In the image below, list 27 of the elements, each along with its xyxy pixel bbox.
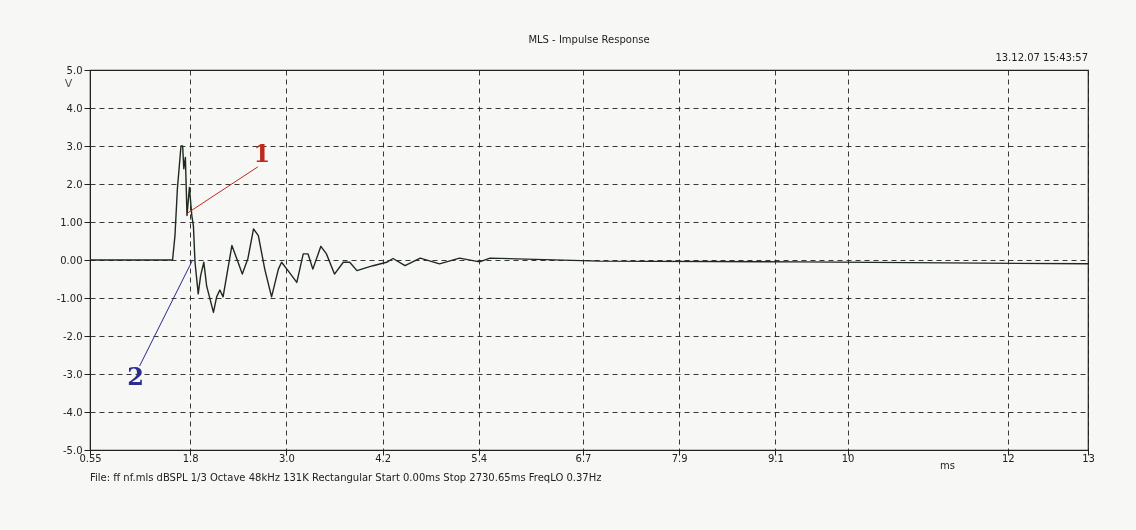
annotation: 2 <box>127 362 144 391</box>
x-tick-label: 7.9 <box>671 452 688 464</box>
y-tick-label: 5.0 <box>66 64 83 76</box>
x-tick-label: 4.2 <box>375 452 392 464</box>
y-tick-label: 0.00 <box>60 254 83 266</box>
y-tick-label: -2.0 <box>62 330 83 342</box>
x-tick-label: 1.8 <box>182 452 199 464</box>
x-tick-label: 5.4 <box>471 452 488 464</box>
y-tick-label: -4.0 <box>62 406 83 418</box>
y-tick-label: 4.0 <box>66 102 83 114</box>
annotation: 1 <box>253 138 271 168</box>
y-tick-label: -1.00 <box>56 292 83 304</box>
x-tick-label: 9.1 <box>767 452 784 464</box>
y-axis-title: V <box>64 76 73 90</box>
x-tick-label: 10 <box>841 452 855 464</box>
chart-title: MLS - Impulse Response <box>528 34 650 45</box>
x-tick-label: 12 <box>1001 452 1015 464</box>
y-tick-label: 2.0 <box>66 178 83 190</box>
y-tick-label: 3.0 <box>66 140 83 152</box>
x-tick-label: 6.7 <box>575 452 592 464</box>
x-tick-label: 13 <box>1082 452 1095 464</box>
text: File: ff nf.mls dBSPL 1/3 Octave 48kHz 131K Rectangular Start 0.00ms Stop 2730.65ms FreqLO 0.37Hz <box>90 472 602 483</box>
x-tick-label: 3.0 <box>278 452 295 464</box>
x-axis-title: ms <box>940 459 955 471</box>
text: 13.12.07 15:43:57 <box>995 52 1088 63</box>
y-tick-label: -3.0 <box>62 368 83 380</box>
y-tick-label: 1.00 <box>60 216 83 228</box>
